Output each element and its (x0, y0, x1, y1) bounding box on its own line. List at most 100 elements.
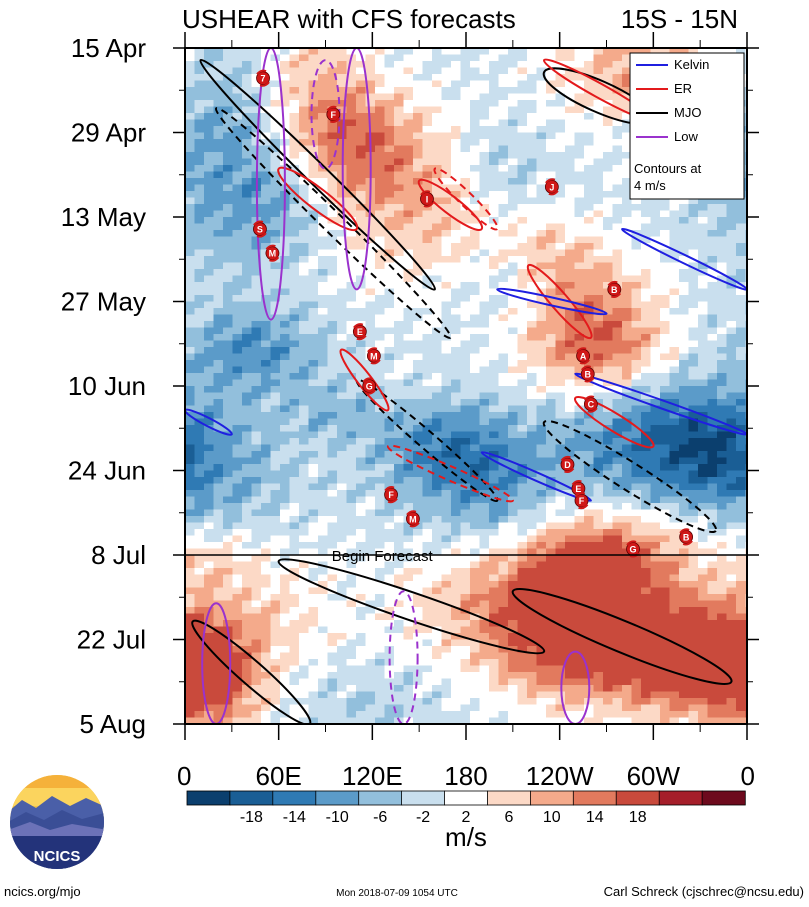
contour-er (573, 395, 655, 449)
tc-marker-label: M (269, 249, 277, 259)
tc-marker: B (679, 528, 694, 546)
colorbar-swatch (186, 790, 231, 806)
legend-box (629, 52, 745, 200)
tc-marker: J (544, 178, 559, 196)
y-tick-label: 13 May (61, 202, 146, 232)
colorbar-swatch (401, 790, 446, 806)
contour-low (341, 48, 372, 291)
colorbar-tick-label: 6 (504, 809, 513, 826)
x-tick-label: 0 (177, 761, 191, 791)
tc-marker-label: B (585, 369, 592, 379)
colorbar-tick-label: -14 (283, 809, 306, 826)
tc-marker-label: E (357, 327, 363, 337)
tc-marker-label: F (331, 110, 337, 120)
tc-marker-label: F (579, 496, 585, 506)
legend-label: Low (674, 129, 698, 144)
y-tick-label: 5 Aug (79, 709, 146, 739)
site-link[interactable]: ncics.org/mjo (4, 884, 81, 899)
colorbar-tick-label: 18 (629, 809, 647, 826)
tc-marker: D (560, 455, 575, 474)
legend-note-line1: Contours at (634, 161, 702, 176)
tc-marker-label: G (630, 544, 637, 554)
x-tick-label: 60W (627, 761, 681, 791)
y-tick-label: 29 Apr (71, 118, 147, 148)
contour-kelvin (496, 287, 608, 316)
colorbar-units: m/s (445, 822, 487, 852)
colorbar-swatch (315, 790, 360, 806)
tc-marker: I (420, 190, 434, 208)
tc-marker: M (406, 510, 420, 528)
colorbar-tick-label: 10 (543, 809, 561, 826)
contour-mjo (214, 107, 452, 339)
contour-er (526, 263, 593, 340)
contour-kelvin (621, 227, 747, 291)
tc-marker-label: E (575, 484, 581, 494)
tc-marker-label: M (409, 514, 417, 524)
x-tick-label: 180 (444, 761, 487, 791)
tc-marker: G (362, 377, 377, 395)
ncics-logo: NCICS (10, 775, 104, 869)
tc-marker-label: F (388, 490, 394, 500)
tc-marker: E (352, 323, 367, 341)
legend-label: Kelvin (674, 57, 709, 72)
tc-marker-label: A (580, 351, 587, 361)
colorbar-swatch (572, 790, 617, 806)
tc-marker: C (583, 395, 598, 413)
tc-marker-label: I (426, 194, 429, 204)
tc-marker: G (626, 540, 640, 558)
logo-wordmark: NCICS (34, 848, 81, 865)
colorbar-swatch (444, 790, 489, 806)
y-tick-label: 22 Jul (77, 625, 146, 655)
forecast-label: Begin Forecast (332, 548, 434, 565)
contour-mjo (277, 558, 546, 655)
colorbar-swatch (272, 790, 317, 806)
colorbar: -18 -14 -10 -6 -2 2 6 10 14 18 (186, 790, 746, 826)
contour-er (339, 348, 390, 412)
tc-marker-label: B (683, 532, 690, 542)
contour-low (388, 590, 419, 724)
tc-marker: B (607, 280, 622, 298)
author-credit: Carl Schreck (cjschrec@ncsu.edu) (604, 884, 804, 899)
y-axis: 15 Apr 29 Apr 13 May 27 May 10 Jun 24 Jun 8 Ju… (61, 33, 759, 739)
tc-marker: A (576, 347, 590, 365)
colorbar-swatch (229, 790, 274, 806)
contour-low (255, 48, 286, 321)
colorbar-swatch (658, 790, 703, 806)
wave-filter-contours (185, 48, 747, 724)
tc-marker-label: C (588, 400, 595, 410)
colorbar-swatch (615, 790, 660, 806)
y-tick-label: 15 Apr (71, 33, 147, 63)
x-axis: 0 60E 120E 180 120W 60W 0 (177, 32, 755, 791)
tc-marker: M (366, 347, 381, 365)
x-tick-label: 0 (741, 761, 755, 791)
colorbar-swatch (487, 790, 532, 806)
legend-label: MJO (674, 105, 701, 120)
chart-region-label: 15S - 15N (621, 4, 738, 34)
tc-marker-label: B (611, 285, 618, 295)
tc-marker: B (580, 365, 595, 383)
colorbar-swatch (530, 790, 575, 806)
contour-kelvin (480, 451, 592, 502)
tc-marker: M (265, 244, 280, 262)
x-tick-label: 120E (342, 761, 403, 791)
contour-mjo (542, 419, 718, 534)
contour-er (386, 444, 514, 503)
y-tick-label: 10 Jun (68, 371, 146, 401)
legend-note-line2: 4 m/s (634, 178, 666, 193)
contour-er (277, 166, 359, 232)
colorbar-tick-label: -2 (416, 809, 430, 826)
contour-mjo (355, 378, 499, 503)
x-tick-label: 60E (256, 761, 302, 791)
tc-marker: F (384, 486, 398, 504)
tc-marker-label: G (366, 382, 373, 392)
colorbar-tick-label: 2 (462, 809, 471, 826)
tc-marker: S (253, 220, 267, 238)
colorbar-tick-label: -18 (240, 809, 263, 826)
colorbar-swatch (358, 790, 403, 806)
tc-marker: F (574, 492, 589, 510)
colorbar-tick-label: -6 (373, 809, 387, 826)
tc-marker-label: M (370, 351, 378, 361)
contour-er (433, 167, 499, 231)
